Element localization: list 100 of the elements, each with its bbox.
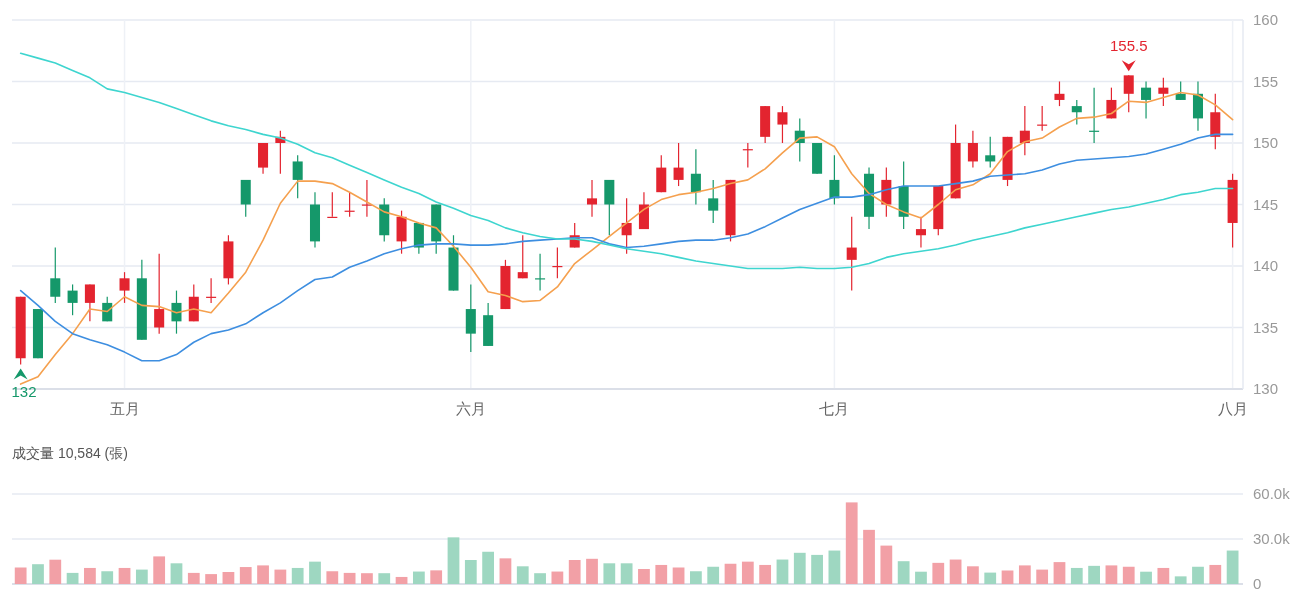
bar xyxy=(984,572,997,584)
bar xyxy=(395,576,408,584)
bar xyxy=(897,561,910,584)
bar xyxy=(326,571,339,584)
candlestick xyxy=(915,216,926,249)
bar xyxy=(586,558,598,584)
bar xyxy=(811,554,823,584)
bar xyxy=(880,545,893,584)
bar xyxy=(1036,569,1049,584)
bar xyxy=(170,563,183,584)
x-tick-label: 六月 xyxy=(455,400,486,417)
bar xyxy=(568,560,581,584)
bar xyxy=(187,572,200,584)
bar xyxy=(672,567,685,584)
bar xyxy=(724,563,737,584)
bar xyxy=(915,571,927,584)
bar xyxy=(707,566,720,584)
candlestick xyxy=(1123,74,1134,113)
candlestick xyxy=(67,283,78,316)
bar xyxy=(1157,567,1170,584)
bar xyxy=(118,567,131,584)
candlestick xyxy=(1141,80,1152,119)
bar xyxy=(274,569,287,584)
bar xyxy=(949,559,962,584)
bar xyxy=(932,562,945,584)
bar xyxy=(1226,550,1239,584)
bar xyxy=(378,573,391,584)
annotation: 155.5 xyxy=(1109,37,1148,55)
bar xyxy=(1209,564,1222,584)
line-series xyxy=(19,133,1234,362)
bar xyxy=(482,551,495,584)
bar xyxy=(135,569,148,584)
bar xyxy=(516,566,529,584)
bar xyxy=(291,567,304,584)
bar xyxy=(447,537,460,584)
bar xyxy=(309,561,321,584)
x-tick-label: 五月 xyxy=(109,400,140,417)
bar xyxy=(776,559,789,584)
bar xyxy=(66,572,79,584)
bar xyxy=(690,571,702,584)
candlestick xyxy=(119,271,130,304)
bar xyxy=(32,564,44,584)
bar xyxy=(1122,566,1135,584)
bar xyxy=(1001,570,1014,584)
bar xyxy=(845,502,858,584)
bar xyxy=(741,561,754,584)
y-tick-label: 155 xyxy=(1253,72,1279,90)
candlestick xyxy=(1054,80,1065,107)
bar xyxy=(257,565,269,584)
bar xyxy=(793,552,806,584)
bar xyxy=(534,573,546,584)
bar xyxy=(967,566,979,584)
candlestick xyxy=(777,105,788,144)
y-tick-label: 30.0k xyxy=(1253,530,1291,547)
candlestick xyxy=(708,179,719,224)
bar xyxy=(361,573,373,584)
candlestick xyxy=(621,197,632,255)
bar xyxy=(205,574,217,584)
bar xyxy=(153,556,166,584)
bar xyxy=(1174,576,1187,584)
candlestick xyxy=(673,142,684,187)
y-tick-label: 160 xyxy=(1253,11,1279,28)
candlestick xyxy=(829,154,840,206)
bar xyxy=(551,571,564,584)
candlestick xyxy=(84,283,95,322)
bar xyxy=(620,563,633,584)
x-tick-label: 七月 xyxy=(819,400,850,417)
bar xyxy=(499,558,512,584)
candlestick xyxy=(1158,77,1169,107)
bar xyxy=(464,560,477,584)
y-tick-label: 135 xyxy=(1253,318,1279,336)
line-series xyxy=(19,91,1234,385)
candlestick xyxy=(154,253,165,335)
bar xyxy=(603,563,616,584)
bar xyxy=(412,571,425,584)
line-series xyxy=(19,52,1234,270)
y-tick-label: 0 xyxy=(1253,575,1262,592)
candlestick xyxy=(50,246,61,304)
bar xyxy=(430,570,443,584)
x-tick-label: 八月 xyxy=(1217,400,1248,417)
bar xyxy=(1018,565,1031,584)
y-tick-label: 60.0k xyxy=(1253,485,1291,502)
candlestick xyxy=(171,290,182,335)
bar xyxy=(49,559,62,584)
chart-title: 成交量 10,584 (張) xyxy=(12,445,128,461)
candlestick xyxy=(967,130,978,169)
candlestick xyxy=(985,136,996,169)
bar xyxy=(828,550,841,584)
annotation: 132 xyxy=(11,383,37,401)
candlestick xyxy=(1071,99,1082,126)
y-tick-label: 140 xyxy=(1253,257,1279,274)
bar xyxy=(1140,571,1152,584)
bar xyxy=(101,571,114,584)
bar xyxy=(343,572,356,584)
candlestick xyxy=(535,253,546,292)
candlestick xyxy=(690,148,701,206)
bar xyxy=(222,572,235,584)
candlestick xyxy=(586,179,598,218)
bar xyxy=(655,564,668,584)
bar xyxy=(1105,565,1118,584)
